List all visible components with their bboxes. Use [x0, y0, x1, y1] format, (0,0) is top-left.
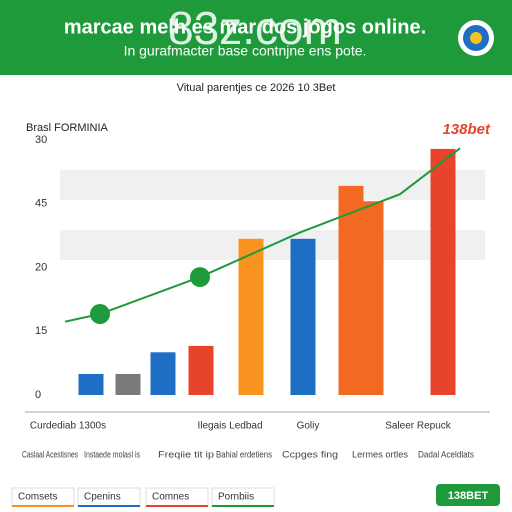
x-sub-label: Bahial erdetiens: [216, 449, 272, 459]
x-sub-label: Freqiie tit ip: [158, 449, 214, 459]
bar: [290, 238, 316, 395]
x-sub-label: Ccpges fing: [282, 449, 338, 459]
bar: [430, 148, 456, 395]
band: [60, 170, 485, 200]
legend-label: Comnes: [152, 492, 189, 503]
y-tick-label: 15: [35, 325, 47, 337]
header-band: [0, 0, 512, 75]
y-axis-label: Brasl FORMINIA: [26, 122, 109, 134]
y-tick-label: 30: [35, 134, 47, 146]
header-title: marcae melh es mar dos jógos online.: [64, 16, 426, 38]
bar: [188, 345, 214, 395]
x-category-label: Saleer Repuck: [385, 421, 452, 432]
bar: [78, 373, 104, 395]
bar: [358, 201, 384, 395]
button-label[interactable]: 138BET: [448, 490, 489, 502]
x-sub-label: Lermes ortles: [352, 449, 409, 459]
x-category-label: Ilegais Ledbad: [197, 421, 262, 432]
x-category-label: Curdediab 1300s: [30, 421, 106, 432]
marker: [90, 304, 110, 325]
bar: [150, 352, 176, 395]
bar: [238, 238, 264, 395]
globe-logo: [458, 20, 494, 56]
header-subtitle: In gurafmacter base contnjne ens pote.: [124, 43, 367, 59]
y-tick-label: 20: [35, 261, 47, 273]
bar: [115, 373, 141, 395]
button[interactable]: [436, 484, 500, 506]
x-sub-label: Caslaal Acestisnes: [22, 449, 78, 459]
brand: 138bet: [442, 121, 491, 138]
x-sub-label: Instaede molasl is: [84, 449, 140, 459]
y-tick-label: 0: [35, 389, 41, 401]
legend-label: Cpenins: [84, 492, 121, 503]
legend-label: Pornbiis: [218, 492, 254, 503]
watermark: 83z.com: [168, 2, 342, 54]
x-sub-label: Dadal Aceldlats: [418, 449, 474, 459]
legend-label: Comsets: [18, 492, 57, 503]
marker: [190, 267, 210, 288]
x-category-label: Goliy: [297, 421, 320, 432]
chart-title: Vitual parentjes ce 2026 10 3Bet: [177, 82, 336, 94]
y-tick-label: 45: [35, 198, 47, 210]
